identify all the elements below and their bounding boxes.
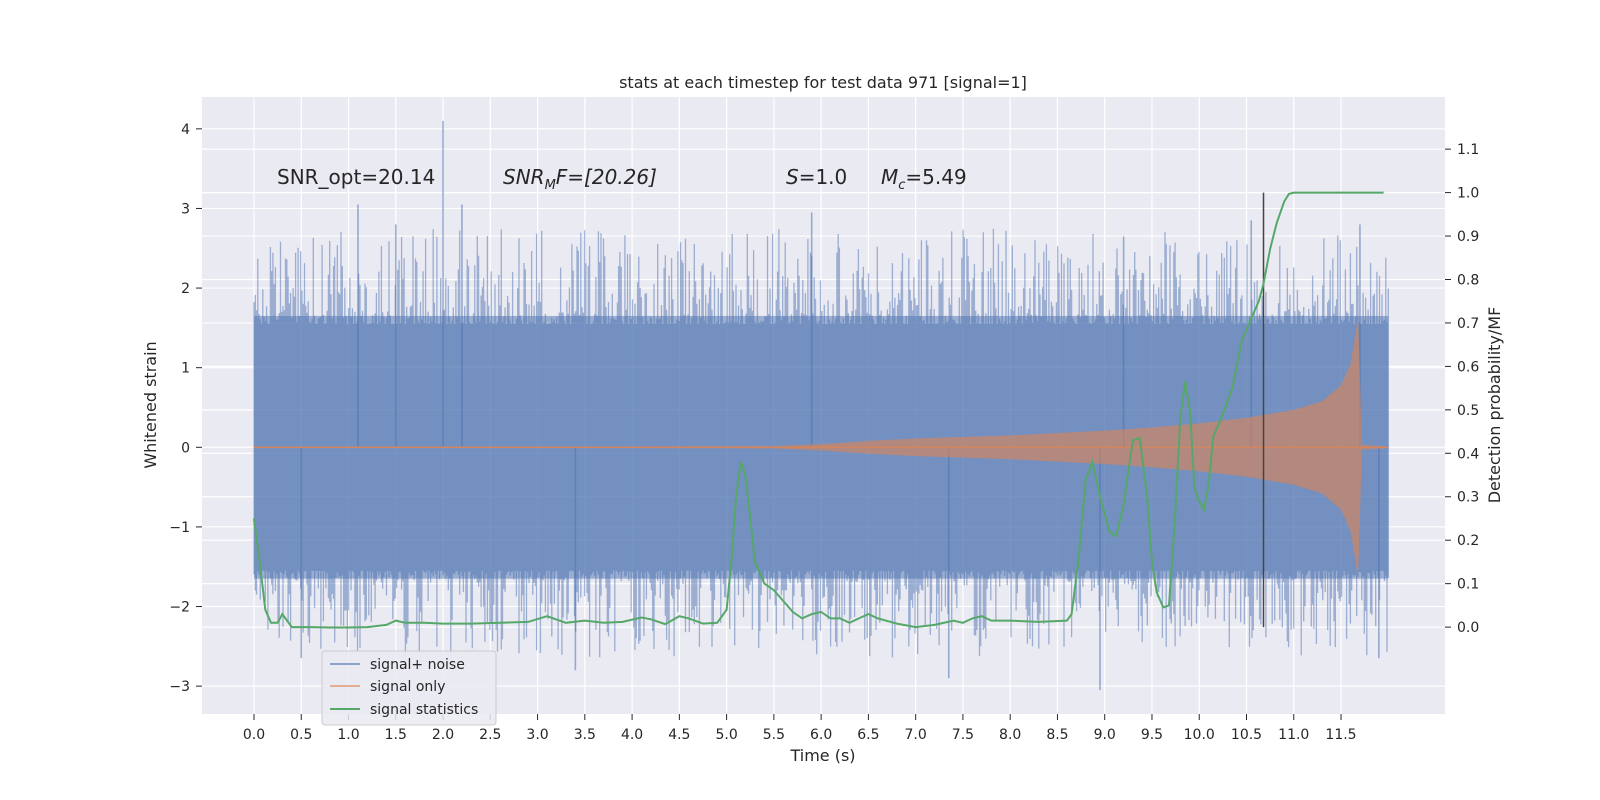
annotation-mc-sub: c bbox=[898, 178, 905, 193]
x-tick-label: 0.0 bbox=[243, 727, 265, 743]
signal-only-series bbox=[253, 315, 1389, 579]
legend-label-signal-noise: signal+ noise bbox=[370, 657, 465, 673]
annotation-mc: Mc=5.49 bbox=[881, 165, 967, 193]
y-tick-label: −3 bbox=[169, 679, 190, 695]
y-tick-label: 4 bbox=[181, 122, 190, 138]
y2-tick-label: 0.8 bbox=[1457, 272, 1479, 288]
x-tick-label: 7.5 bbox=[952, 727, 974, 743]
x-axis-label: Time (s) bbox=[789, 746, 855, 765]
y-axis-label: Whitened strain bbox=[141, 341, 160, 468]
x-tick-label: 9.5 bbox=[1141, 727, 1163, 743]
plot-area bbox=[253, 120, 1389, 691]
x-tick-label: 7.0 bbox=[905, 727, 927, 743]
x-tick-label: 3.5 bbox=[574, 727, 596, 743]
chart-title: stats at each timestep for test data 971… bbox=[619, 73, 1027, 92]
axes: 0.0 0.5 1.0 1.5 2.0 2.5 3.0 3.5 4.0 4.5 5.0 5.5 6.0 6… bbox=[169, 122, 1479, 743]
x-tick-label: 2.5 bbox=[479, 727, 501, 743]
y2-tick-label: 0.0 bbox=[1457, 620, 1479, 636]
x-tick-label: 10.0 bbox=[1184, 727, 1215, 743]
signal-statistics-series bbox=[253, 191, 1384, 629]
y-tick-label: −2 bbox=[169, 600, 190, 616]
x-tick-label: 1.0 bbox=[337, 727, 359, 743]
legend-label-signal-statistics: signal statistics bbox=[370, 702, 478, 718]
y2-tick-label: 0.7 bbox=[1457, 316, 1479, 332]
x-tick-label: 3.0 bbox=[526, 727, 548, 743]
x-tick-label: 11.0 bbox=[1278, 727, 1309, 743]
annotation-snr-mf: SNRMF=[20.26] bbox=[503, 165, 657, 193]
x-tick-label: 0.5 bbox=[290, 727, 312, 743]
annotations: SNR_opt=20.14 SNRMF=[20.26] S=1.0 Mc=5.4… bbox=[277, 165, 967, 193]
y2-axis-label: Detection probability/MF bbox=[1485, 307, 1504, 504]
x-tick-label: 2.0 bbox=[432, 727, 454, 743]
annotation-s-rest: =1.0 bbox=[799, 165, 848, 189]
y-tick-label: 3 bbox=[181, 201, 190, 217]
legend-box bbox=[321, 650, 497, 726]
x-tick-label: 10.5 bbox=[1231, 727, 1262, 743]
y2-tick-label: 1.0 bbox=[1457, 186, 1479, 202]
x-tick-label: 5.5 bbox=[763, 727, 785, 743]
signal-statistics-line bbox=[253, 191, 1384, 629]
annotation-s-main: S bbox=[786, 165, 799, 189]
x-tick-label: 8.0 bbox=[999, 727, 1021, 743]
x-tick-label: 4.0 bbox=[621, 727, 643, 743]
annotation-snr-mf-main: SNR bbox=[503, 165, 545, 189]
annotation-mc-main: M bbox=[881, 165, 898, 189]
annotation-mc-rest: =5.49 bbox=[905, 165, 966, 189]
x-tick-label: 5.0 bbox=[715, 727, 737, 743]
y-tick-label: 0 bbox=[181, 440, 190, 456]
y-tick-label: 1 bbox=[181, 361, 190, 377]
annotation-snr-mf-rest: F=[20.26] bbox=[556, 165, 657, 189]
annotation-s: S=1.0 bbox=[786, 165, 847, 189]
legend-label-signal-only: signal only bbox=[370, 679, 445, 695]
annotation-snr-mf-sub: M bbox=[545, 178, 556, 193]
x-tick-label: 11.5 bbox=[1325, 727, 1356, 743]
legend: signal+ noise signal only signal statist… bbox=[321, 650, 497, 726]
y2-tick-label: 0.1 bbox=[1457, 577, 1479, 593]
x-tick-label: 6.5 bbox=[857, 727, 879, 743]
y-tick-label: −1 bbox=[169, 520, 190, 536]
y-tick-label: 2 bbox=[181, 281, 190, 297]
x-tick-label: 4.5 bbox=[668, 727, 690, 743]
y2-tick-label: 0.6 bbox=[1457, 359, 1479, 375]
x-tick-label: 6.0 bbox=[810, 727, 832, 743]
x-tick-label: 9.0 bbox=[1094, 727, 1116, 743]
x-tick-label: 1.5 bbox=[385, 727, 407, 743]
y2-tick-label: 0.3 bbox=[1457, 490, 1479, 506]
y2-tick-label: 0.4 bbox=[1457, 446, 1479, 462]
y2-tick-label: 0.5 bbox=[1457, 403, 1479, 419]
y2-tick-label: 0.9 bbox=[1457, 229, 1479, 245]
annotation-snr-opt: SNR_opt=20.14 bbox=[277, 165, 435, 189]
y2-tick-label: 1.1 bbox=[1457, 142, 1479, 158]
y2-tick-label: 0.2 bbox=[1457, 533, 1479, 549]
x-tick-label: 8.5 bbox=[1046, 727, 1068, 743]
